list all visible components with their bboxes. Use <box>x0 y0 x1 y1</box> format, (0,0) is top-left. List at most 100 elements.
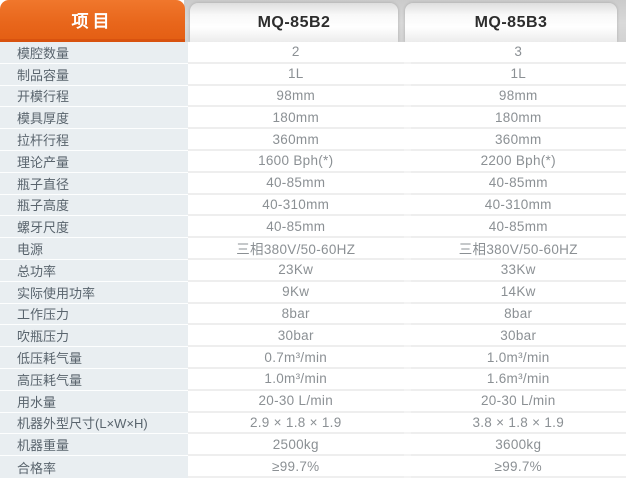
value-cell-mq85b2: 2.9 × 1.8 × 1.9 <box>188 412 404 435</box>
column-divider <box>403 194 411 217</box>
column-divider <box>403 412 411 435</box>
value-cell-mq85b2: 40-85mm <box>188 216 404 239</box>
value-cell-mq85b3: ≥99.7% <box>410 456 626 478</box>
value-cell-mq85b2: 0.7m³/min <box>188 347 404 369</box>
column-divider <box>403 107 411 130</box>
param-label-cell: 机器重量 <box>0 434 188 457</box>
param-label-cell: 瓶子高度 <box>0 194 188 217</box>
column-divider <box>403 150 411 173</box>
column-divider <box>403 347 411 369</box>
value-cell-mq85b2: 40-85mm <box>188 172 404 195</box>
value-cell-mq85b3: 3600kg <box>410 434 626 457</box>
model-column-title: MQ-85B3 <box>474 13 548 31</box>
value-cell-mq85b3: 8bar <box>410 303 626 326</box>
column-divider <box>403 42 411 64</box>
param-label-cell: 低压耗气量 <box>0 347 188 369</box>
spec-table-body: 模腔数量 2 3 制品容量 1L 1L 开模行程 98mm 98mm 模具厚度 180mm 180mm… <box>0 42 626 478</box>
table-row: 电源 三相380V/50-60HZ 三相380V/50-60HZ <box>0 238 626 260</box>
column-divider <box>403 85 411 108</box>
param-label-cell: 理论产量 <box>0 150 188 173</box>
model-column-header-mq85b3: MQ-85B3 <box>405 3 617 42</box>
param-label-cell: 机器外型尺寸(L×W×H) <box>0 412 188 435</box>
column-divider <box>403 434 411 457</box>
table-row: 理论产量 1600 Bph(*) 2200 Bph(*) <box>0 150 626 173</box>
model-column-title: MQ-85B2 <box>257 13 331 31</box>
value-cell-mq85b3: 3.8 × 1.8 × 1.9 <box>410 412 626 435</box>
table-row: 模腔数量 2 3 <box>0 42 626 64</box>
value-cell-mq85b3: 1.0m³/min <box>410 347 626 369</box>
param-label-cell: 制品容量 <box>0 63 188 86</box>
value-cell-mq85b3: 40-85mm <box>410 216 626 239</box>
table-row: 用水量 20-30 L/min 20-30 L/min <box>0 390 626 413</box>
table-row: 总功率 23Kw 33Kw <box>0 259 626 282</box>
value-cell-mq85b2: 360mm <box>188 129 404 151</box>
column-divider <box>403 456 411 478</box>
value-cell-mq85b3: 2200 Bph(*) <box>410 150 626 173</box>
value-cell-mq85b3: 180mm <box>410 107 626 130</box>
table-row: 螺牙尺度 40-85mm 40-85mm <box>0 216 626 239</box>
value-cell-mq85b2: 三相380V/50-60HZ <box>188 238 404 260</box>
param-label-cell: 高压耗气量 <box>0 368 188 391</box>
value-cell-mq85b3: 98mm <box>410 85 626 108</box>
param-label-cell: 模腔数量 <box>0 42 188 64</box>
value-cell-mq85b3: 3 <box>410 42 626 64</box>
table-row: 高压耗气量 1.0m³/min 1.6m³/min <box>0 368 626 391</box>
table-row: 低压耗气量 0.7m³/min 1.0m³/min <box>0 347 626 369</box>
value-cell-mq85b3: 1.6m³/min <box>410 368 626 391</box>
param-label-cell: 拉杆行程 <box>0 129 188 151</box>
column-divider <box>403 325 411 348</box>
param-label-cell: 螺牙尺度 <box>0 216 188 239</box>
value-cell-mq85b2: 1.0m³/min <box>188 368 404 391</box>
value-cell-mq85b2: 8bar <box>188 303 404 326</box>
column-divider <box>403 390 411 413</box>
value-cell-mq85b2: 98mm <box>188 85 404 108</box>
value-cell-mq85b2: 2 <box>188 42 404 64</box>
column-divider <box>403 129 411 151</box>
param-label-cell: 实际使用功率 <box>0 281 188 304</box>
param-label-cell: 模具厚度 <box>0 107 188 130</box>
value-cell-mq85b3: 20-30 L/min <box>410 390 626 413</box>
param-label-cell: 工作压力 <box>0 303 188 326</box>
table-row: 机器外型尺寸(L×W×H) 2.9 × 1.8 × 1.9 3.8 × 1.8 × … <box>0 412 626 435</box>
value-cell-mq85b2: 30bar <box>188 325 404 348</box>
value-cell-mq85b2: 40-310mm <box>188 194 404 217</box>
value-cell-mq85b2: 180mm <box>188 107 404 130</box>
value-cell-mq85b3: 三相380V/50-60HZ <box>410 238 626 260</box>
value-cell-mq85b3: 40-85mm <box>410 172 626 195</box>
value-cell-mq85b3: 360mm <box>410 129 626 151</box>
column-divider <box>403 63 411 86</box>
value-cell-mq85b2: 20-30 L/min <box>188 390 404 413</box>
value-cell-mq85b2: 2500kg <box>188 434 404 457</box>
table-row: 合格率 ≥99.7% ≥99.7% <box>0 456 626 478</box>
column-divider <box>403 238 411 260</box>
value-cell-mq85b2: 9Kw <box>188 281 404 304</box>
spec-table-header: 项目 MQ-85B2 MQ-85B3 <box>0 0 626 42</box>
value-cell-mq85b3: 30bar <box>410 325 626 348</box>
column-divider <box>403 303 411 326</box>
column-divider <box>403 172 411 195</box>
param-label-cell: 吹瓶压力 <box>0 325 188 348</box>
value-cell-mq85b3: 14Kw <box>410 281 626 304</box>
column-divider <box>403 368 411 391</box>
column-divider <box>403 216 411 239</box>
column-divider <box>403 259 411 282</box>
table-row: 开模行程 98mm 98mm <box>0 85 626 108</box>
param-label-cell: 开模行程 <box>0 85 188 108</box>
table-row: 吹瓶压力 30bar 30bar <box>0 325 626 348</box>
param-label-cell: 总功率 <box>0 259 188 282</box>
model-column-header-mq85b2: MQ-85B2 <box>190 3 398 42</box>
value-cell-mq85b2: ≥99.7% <box>188 456 404 478</box>
param-column-header-tab: 项目 <box>0 0 185 42</box>
footer-whitespace <box>0 478 626 500</box>
param-label-cell: 瓶子直径 <box>0 172 188 195</box>
table-row: 制品容量 1L 1L <box>0 63 626 86</box>
param-label-cell: 电源 <box>0 238 188 260</box>
value-cell-mq85b2: 1L <box>188 63 404 86</box>
table-row: 瓶子直径 40-85mm 40-85mm <box>0 172 626 195</box>
param-label-cell: 合格率 <box>0 456 188 478</box>
value-cell-mq85b2: 1600 Bph(*) <box>188 150 404 173</box>
value-cell-mq85b3: 1L <box>410 63 626 86</box>
param-column-title: 项目 <box>71 12 114 31</box>
param-label-cell: 用水量 <box>0 390 188 413</box>
